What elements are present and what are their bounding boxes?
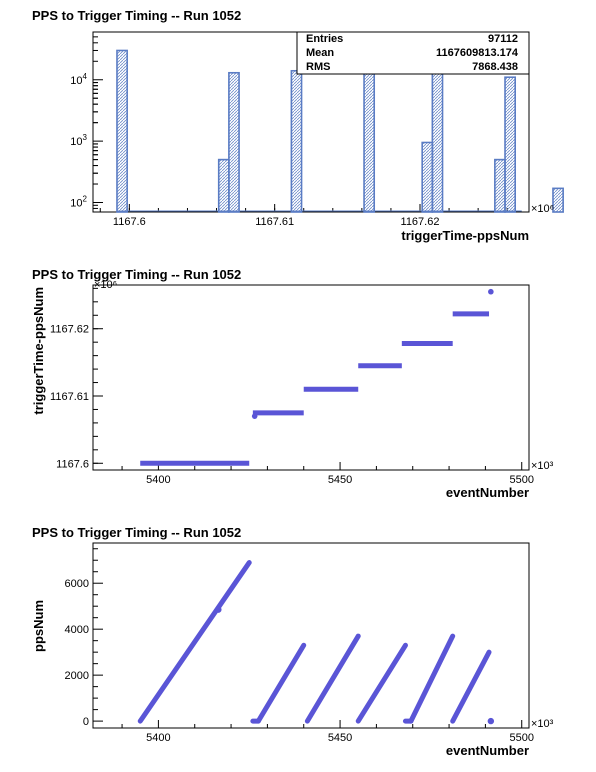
histogram-bin (228, 71, 240, 213)
x-tick-label: 5500 (509, 732, 533, 744)
pps-vs-event-panel: PPS to Trigger Timing -- Run 1052 5400 54… (31, 525, 554, 758)
x-tick-label: 5400 (146, 732, 170, 744)
x-tick-label: 5500 (509, 474, 533, 486)
time-vs-event-x-axis-title: eventNumber (446, 485, 529, 500)
pps-vs-event-y-ticks: 0 2000 4000 6000 (65, 548, 103, 728)
histogram-bin (494, 158, 506, 213)
data-point (487, 717, 495, 725)
histogram-bin (290, 69, 303, 213)
x-tick-label: 5450 (328, 732, 352, 744)
y-tick-label: 6000 (65, 578, 89, 590)
x-tick-label: 1167.61 (255, 216, 294, 228)
y-tick-label: 104 (70, 72, 87, 87)
data-point (215, 606, 222, 613)
stats-box-frame (296, 31, 530, 75)
histogram-panel: PPS to Trigger Timing -- Run 1052 1167.6… (32, 8, 564, 243)
data-segment (304, 633, 361, 724)
time-vs-event-y-ticks: 1167.6 1167.61 1167.62 (50, 287, 103, 470)
histogram-bin (363, 73, 376, 213)
data-segment (355, 642, 408, 724)
histogram-bin (504, 76, 516, 213)
y-tick-label: 4000 (65, 624, 89, 636)
y-tick-label: 1167.61 (50, 391, 89, 403)
time-vs-event-x-multiplier: ×10³ (531, 460, 554, 472)
histogram-x-axis-title: triggerTime-ppsNum (401, 228, 529, 243)
histogram-bin (552, 187, 564, 213)
y-tick-label: 0 (83, 716, 89, 728)
stats-box: Entries 97112 Mean 1167609813.174 RMS 78… (296, 31, 530, 75)
histogram-bin (431, 71, 444, 213)
data-segment (450, 649, 492, 724)
pps-vs-event-title: PPS to Trigger Timing -- Run 1052 (32, 525, 241, 540)
histogram-bins (116, 49, 564, 213)
time-vs-event-y-multiplier: ×10⁶ (94, 279, 117, 291)
x-tick-label: 1167.6 (113, 216, 146, 228)
pps-vs-event-markers (137, 560, 495, 725)
time-vs-event-y-axis-title: triggerTime-ppsNum (31, 287, 46, 415)
histogram-bin (217, 158, 230, 213)
pps-vs-event-x-axis-title: eventNumber (446, 743, 529, 758)
x-tick-label: 5400 (146, 474, 170, 486)
histogram-y-ticks: 102 103 104 (70, 36, 103, 209)
data-segment (137, 560, 252, 724)
data-segment (255, 642, 307, 724)
stats-rms-value: 7868.438 (472, 61, 518, 73)
stats-entries-label: Entries (306, 33, 343, 45)
stats-mean-label: Mean (306, 47, 334, 59)
stats-entries-value: 97112 (488, 33, 518, 45)
time-vs-event-panel: PPS to Trigger Timing -- Run 1052 5400 54… (31, 267, 554, 500)
y-tick-label: 2000 (65, 670, 89, 682)
time-vs-event-markers (140, 288, 494, 466)
x-tick-label: 1167.62 (401, 216, 440, 228)
y-tick-label: 1167.6 (56, 458, 89, 470)
histogram-bin (421, 141, 434, 213)
stats-rms-label: RMS (306, 61, 330, 73)
data-point (488, 288, 494, 295)
histogram-title: PPS to Trigger Timing -- Run 1052 (32, 8, 241, 23)
histogram-x-ticks: 1167.6 1167.61 1167.62 (99, 204, 508, 228)
data-point (251, 413, 258, 419)
pps-vs-event-x-multiplier: ×10³ (531, 718, 554, 730)
data-segment (408, 633, 456, 724)
pps-vs-event-y-axis-title: ppsNum (31, 600, 46, 652)
y-tick-label: 1167.62 (50, 324, 89, 336)
time-vs-event-title: PPS to Trigger Timing -- Run 1052 (32, 267, 241, 282)
x-tick-label: 5450 (328, 474, 352, 486)
y-tick-label: 103 (70, 133, 87, 148)
y-tick-label: 102 (70, 194, 87, 209)
time-vs-event-x-ticks: 5400 5450 5500 (121, 462, 534, 486)
histogram-bin (116, 49, 128, 213)
pps-vs-event-x-ticks: 5400 5450 5500 (121, 720, 534, 744)
time-vs-event-frame (92, 284, 530, 471)
pps-vs-event-frame (92, 542, 530, 729)
stats-mean-value: 1167609813.174 (436, 47, 519, 59)
histogram-x-multiplier: ×10⁶ (531, 203, 554, 215)
